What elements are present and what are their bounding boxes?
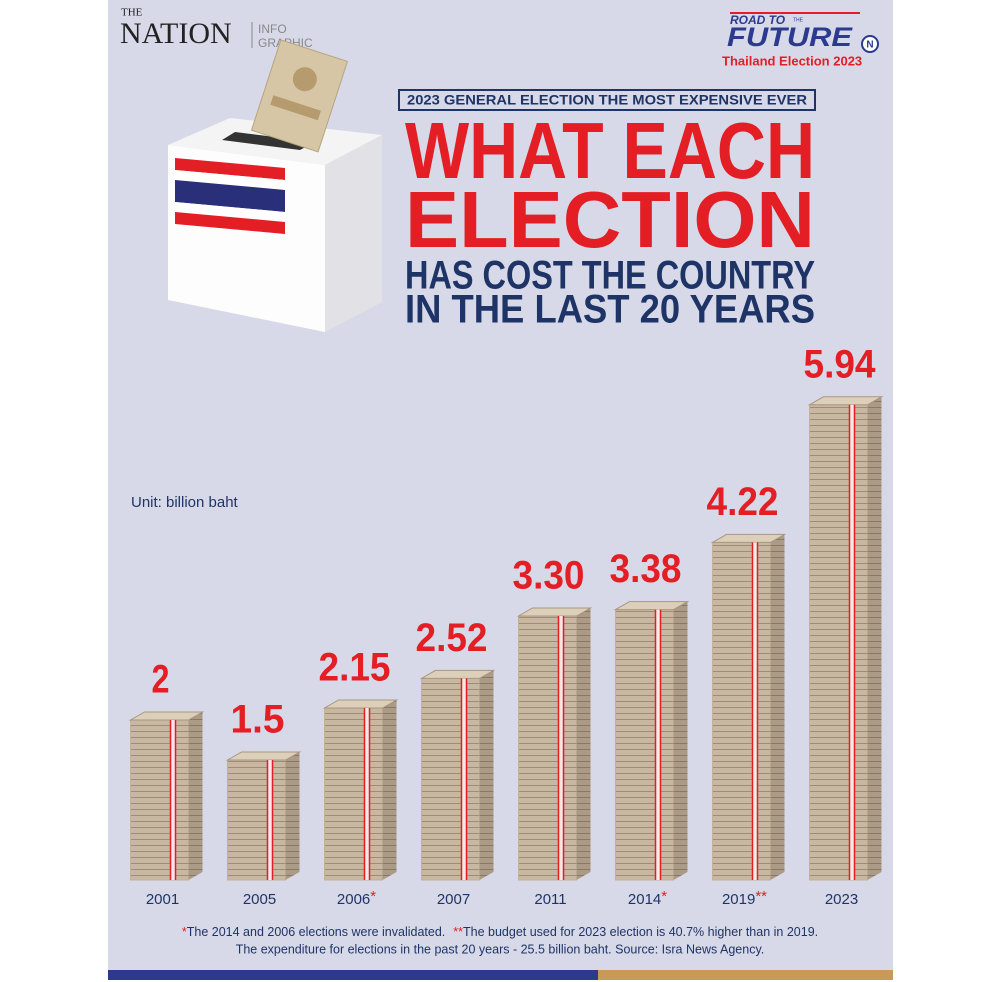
subtitle-line: IN THE LAST 20 YEARS (405, 288, 815, 332)
category: 2019 (722, 891, 755, 908)
bar-side (188, 712, 203, 880)
value-label: 5.94 (804, 342, 877, 386)
bar-side (382, 700, 397, 880)
bar-top (419, 669, 496, 679)
strap (655, 609, 661, 880)
bar-top (710, 533, 787, 543)
category-note: * (661, 888, 667, 905)
strap (849, 404, 855, 880)
category: 2011 (534, 891, 566, 908)
bar (227, 759, 286, 881)
bar-side (576, 608, 591, 880)
title-line: ELECTION (405, 175, 815, 264)
strap (752, 542, 758, 880)
title-line: WHAT EACH (405, 106, 815, 195)
category: 2005 (243, 891, 276, 908)
bar (615, 609, 674, 881)
strap (558, 616, 564, 880)
badge (861, 35, 879, 53)
road-to: ROAD TO (730, 13, 786, 27)
ballot-box (168, 39, 382, 332)
value-label: 3.38 (610, 547, 682, 591)
badge-letter: N (866, 40, 873, 51)
brand-the: THE (121, 7, 143, 19)
strap (364, 708, 370, 880)
bar (518, 615, 577, 881)
x-tick-label: 2006* (337, 888, 376, 908)
strap (170, 720, 176, 880)
value-label: 4.22 (707, 480, 779, 524)
x-tick-label: 2023 (825, 891, 858, 908)
unit: Unit: billion baht (131, 494, 239, 511)
bar-side (770, 534, 785, 880)
category: 2014 (628, 891, 661, 908)
brand-info: INFO (258, 22, 287, 36)
bar-side (479, 670, 494, 880)
note-mark: * (182, 925, 187, 939)
stripe (598, 970, 893, 980)
kicker: 2023 GENERAL ELECTION THE MOST EXPENSIVE… (407, 92, 807, 108)
kicker-box (398, 89, 816, 111)
bar-side (673, 601, 688, 880)
bar-top (225, 751, 302, 761)
footnote: The expenditure for elections in the pas… (236, 942, 765, 956)
bar-side (867, 396, 882, 880)
footnote: *The 2014 and 2006 elections were invali… (182, 925, 818, 939)
value-label: 2.15 (319, 646, 391, 690)
future: FUTURE (727, 22, 853, 52)
category: 2006 (337, 891, 370, 908)
subtitle-line: HAS COST THE COUNTRY (405, 254, 815, 298)
bar-top (322, 699, 399, 709)
x-tick-label: 2011 (534, 891, 566, 908)
bar-top (807, 396, 884, 406)
category-note: * (370, 888, 376, 905)
election: Thailand Election 2023 (722, 53, 862, 68)
category-note: ** (755, 888, 767, 905)
note-text: The 2014 and 2006 elections were invalid… (187, 925, 446, 939)
bar-top (516, 607, 593, 617)
bar (809, 404, 868, 881)
bar (421, 677, 480, 881)
bar (324, 707, 383, 881)
category: 2007 (437, 891, 470, 908)
the-small: THE (793, 17, 804, 23)
value-label: 3.30 (513, 554, 585, 598)
thai-flag (175, 158, 285, 234)
x-tick-label: 2019** (722, 888, 767, 908)
bar-top (613, 601, 690, 611)
bar-top (128, 711, 205, 721)
value-label: 2 (152, 658, 170, 702)
note-text: The budget used for 2023 election is 40.… (463, 925, 818, 939)
brand-name: NATION (120, 17, 232, 50)
value-label: 1.5 (231, 698, 285, 742)
bar (130, 719, 189, 881)
category: 2001 (146, 891, 179, 908)
category: 2023 (825, 891, 858, 908)
stripe (108, 970, 598, 980)
x-tick-label: 2005 (243, 891, 276, 908)
strap (461, 678, 467, 880)
x-tick-label: 2014* (628, 888, 667, 908)
x-tick-label: 2001 (146, 891, 179, 908)
x-tick-label: 2007 (437, 891, 470, 908)
bar (712, 541, 771, 881)
value-label: 2.52 (416, 616, 488, 660)
note-mark: ** (453, 925, 463, 939)
bar-side (285, 752, 300, 880)
strap (267, 760, 273, 880)
